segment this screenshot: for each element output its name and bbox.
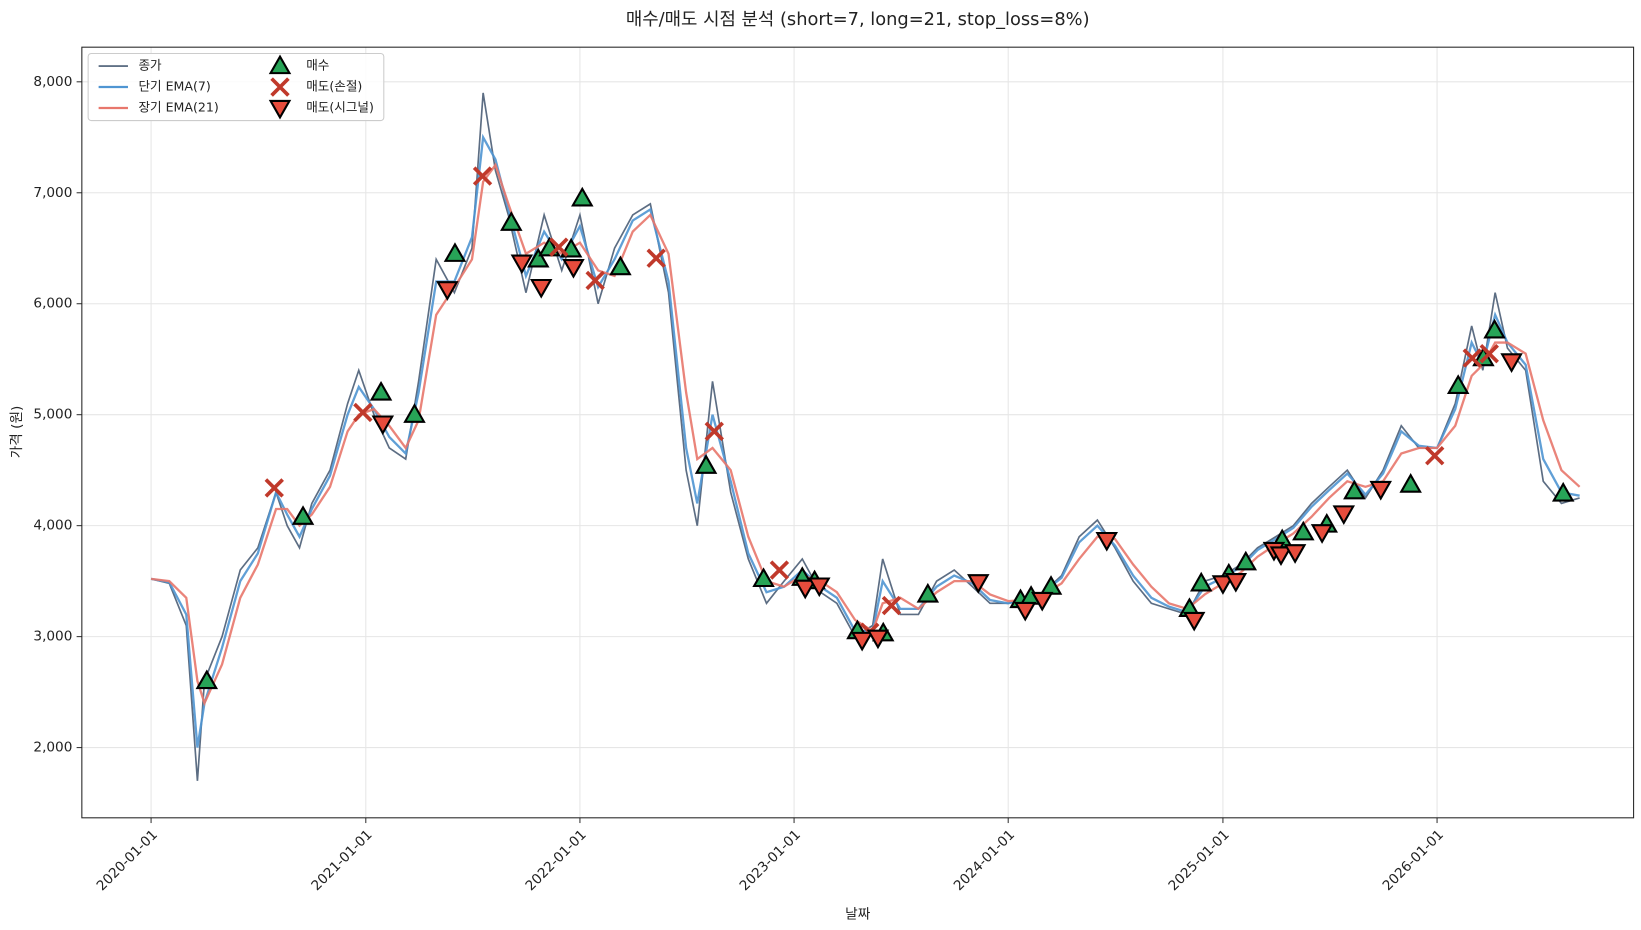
x-tick-label: 2021-01-01 <box>308 827 375 894</box>
buy-marker <box>1292 520 1315 541</box>
sell-marker <box>808 577 831 598</box>
stop-loss-marker <box>646 248 666 268</box>
sell-marker <box>850 631 874 652</box>
sell-marker <box>510 254 534 275</box>
legend-label: 종가 <box>138 58 162 73</box>
legend-label: 매수 <box>306 58 329 73</box>
y-tick-label: 8,000 <box>33 74 72 90</box>
buy-marker <box>369 380 393 401</box>
legend-box <box>87 52 385 122</box>
buy-marker <box>268 54 292 75</box>
sell-marker <box>371 415 395 436</box>
x-tick-label: 2025-01-01 <box>1165 827 1232 894</box>
buy-marker <box>1189 571 1213 592</box>
y-tick-label: 4,000 <box>33 518 72 534</box>
buy-marker <box>1234 550 1258 571</box>
stop-loss-marker <box>704 421 724 442</box>
buy-marker <box>291 505 315 525</box>
sell-marker <box>1211 575 1235 595</box>
price-line <box>150 92 1580 781</box>
legend-label: 장기 EMA(21) <box>138 99 218 114</box>
y-axis-label: 가격 (원) <box>9 406 25 459</box>
buy-marker <box>1551 481 1575 502</box>
buy-marker <box>443 242 467 262</box>
x-tick-label: 2020-01-01 <box>94 827 161 894</box>
buy-marker <box>1446 374 1470 394</box>
sell-marker <box>967 574 990 594</box>
buy-marker <box>538 236 561 257</box>
y-tick-label: 6,000 <box>33 296 72 312</box>
buy-marker <box>752 567 775 588</box>
buy-marker <box>571 186 594 207</box>
sell-marker <box>1013 601 1037 622</box>
sell-marker <box>436 281 459 301</box>
buy-marker <box>916 582 940 603</box>
chart-title: 매수/매도 시점 분석 (short=7, long=21, stop_loss… <box>626 9 1090 30</box>
sell-marker <box>268 99 292 120</box>
sell-marker <box>866 629 890 650</box>
buy-marker <box>1343 479 1366 500</box>
sell-marker <box>529 278 553 299</box>
stop-loss-marker <box>1425 446 1445 466</box>
x-tick-label: 2026-01-01 <box>1380 827 1447 894</box>
buy-marker <box>500 211 523 231</box>
buy-marker <box>527 247 550 268</box>
buy-marker <box>403 403 426 423</box>
y-tick-label: 7,000 <box>33 185 72 201</box>
sell-marker <box>1030 591 1054 612</box>
buy-marker <box>195 669 219 690</box>
sell-marker <box>562 258 585 279</box>
stop-loss-marker <box>264 478 284 498</box>
buy-marker <box>1483 318 1506 339</box>
plot-frame <box>81 46 1635 819</box>
legend-label: 매도(시그널) <box>306 99 374 114</box>
stop-loss-marker <box>353 402 373 423</box>
stop-loss-marker <box>1479 343 1499 364</box>
y-tick-label: 3,000 <box>33 629 72 645</box>
buy-marker <box>609 255 632 276</box>
sell-marker <box>1283 544 1307 564</box>
stop-loss-marker <box>1462 348 1482 368</box>
sell-marker <box>1332 505 1356 525</box>
sell-marker <box>1182 611 1206 632</box>
sell-marker <box>1500 353 1523 373</box>
sell-marker <box>1095 531 1119 552</box>
stop-loss-marker <box>472 166 493 186</box>
sell-marker <box>1224 573 1248 593</box>
legend-label: 매도(손절) <box>306 79 362 94</box>
x-tick-label: 2024-01-01 <box>951 827 1018 894</box>
stop-loss-marker <box>585 270 605 291</box>
y-tick-label: 2,000 <box>33 740 72 756</box>
sell-marker <box>1269 546 1293 567</box>
x-axis-label: 날짜 <box>845 906 871 922</box>
stop-loss-marker <box>549 237 569 257</box>
x-tick-label: 2023-01-01 <box>737 827 804 894</box>
y-tick-label: 5,000 <box>33 407 72 423</box>
sell-marker <box>1369 480 1392 501</box>
stop-loss-marker <box>881 595 902 616</box>
stop-loss-marker <box>769 560 790 580</box>
stop-loss-marker <box>270 77 290 97</box>
sell-marker <box>793 579 817 600</box>
x-tick-label: 2022-01-01 <box>522 827 589 894</box>
price-line <box>150 133 1580 748</box>
sell-marker <box>1310 524 1334 544</box>
legend-label: 단기 EMA(7) <box>138 79 210 94</box>
buy-marker <box>1399 473 1422 493</box>
buy-marker <box>694 454 718 474</box>
